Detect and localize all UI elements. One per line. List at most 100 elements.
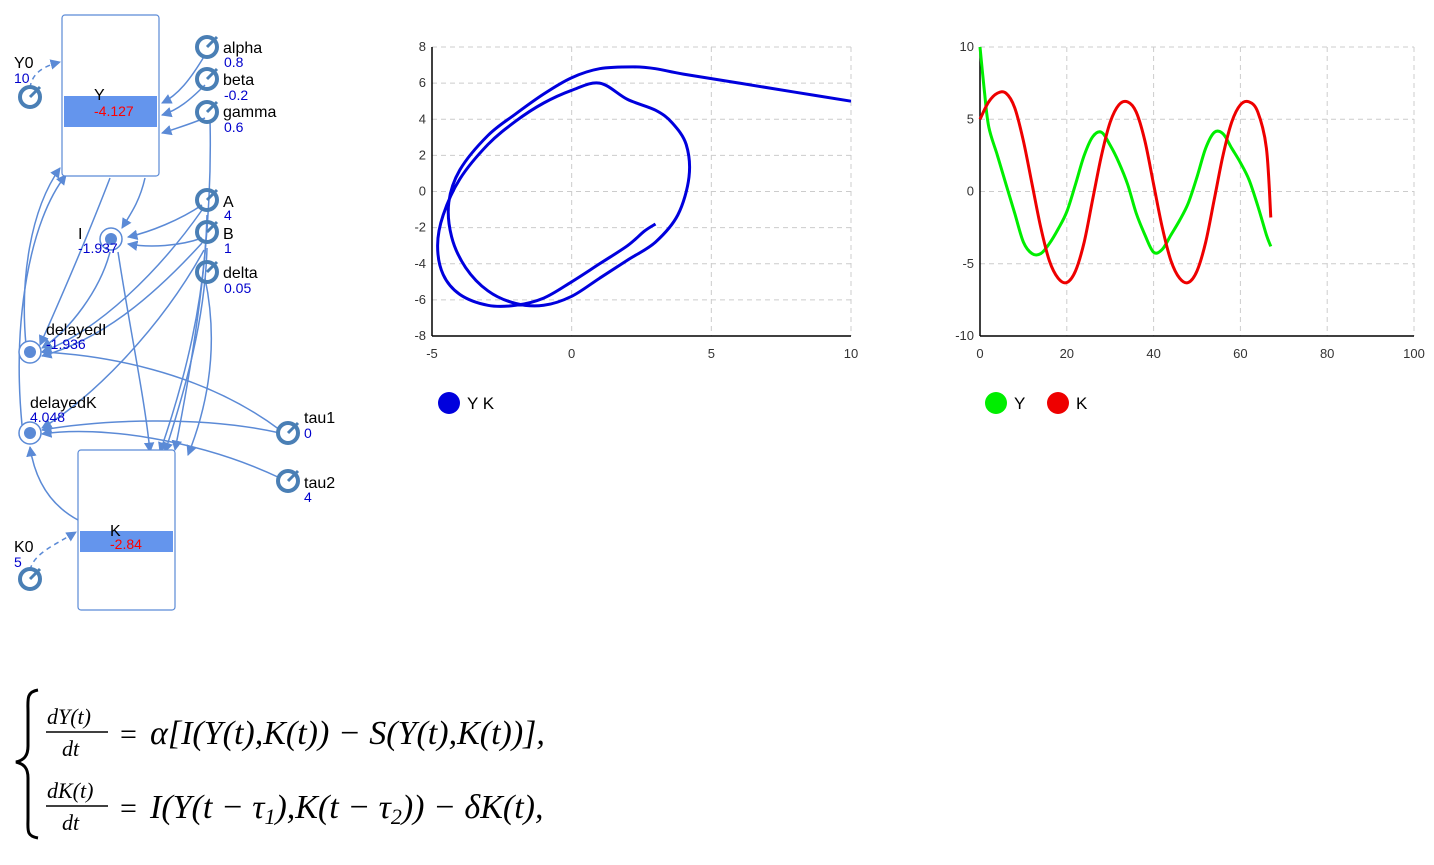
- stock-Y[interactable]: Y -4.127: [61, 14, 160, 177]
- param-A-label: A: [223, 194, 234, 211]
- param-tau2[interactable]: tau2 4: [276, 469, 335, 505]
- x-tick-label: 100: [1403, 346, 1425, 361]
- param-gauge-icon: [276, 469, 300, 493]
- chart2-legend[interactable]: Y K: [985, 392, 1088, 414]
- variable-delayedI-value: -1.936: [46, 336, 86, 352]
- y-tick-label: 8: [419, 39, 426, 54]
- y-tick-label: -2: [414, 220, 426, 235]
- stock-Y-label: Y: [94, 87, 105, 104]
- y-tick-label: 5: [967, 111, 974, 126]
- param-K0-value: 5: [14, 554, 22, 570]
- param-tau1-value: 0: [304, 425, 312, 441]
- svg-text:dt: dt: [62, 810, 80, 835]
- param-gauge-icon: [195, 67, 219, 91]
- param-gauge-icon: [195, 100, 219, 124]
- variable-I[interactable]: I -1.937: [78, 226, 123, 256]
- chart1-grid: [432, 46, 852, 336]
- stock-K-value: -2.84: [110, 536, 142, 552]
- chart2-grid: [980, 46, 1415, 336]
- param-B-value: 1: [224, 240, 232, 256]
- link-I-K: [117, 251, 155, 454]
- param-tau1-label: tau1: [304, 410, 335, 427]
- param-gauge-icon: [18, 85, 42, 109]
- param-alpha[interactable]: alpha 0.8: [195, 35, 262, 70]
- stock-K-label: K: [110, 523, 121, 540]
- svg-text:α[I(Y(t),K(t)) − S(Y(t),K(t))]: α[I(Y(t),K(t)) − S(Y(t),K(t))],: [150, 715, 545, 752]
- y-tick-label: -4: [414, 256, 426, 271]
- param-A-value: 4: [224, 207, 232, 223]
- link-tau1-delayedI: [40, 347, 281, 431]
- parameters: Y0 10 K0 5 alpha 0.8 be: [14, 35, 335, 591]
- legend-swatch-K: [1047, 392, 1069, 414]
- link-tau1-delayedK: [40, 420, 281, 434]
- link-Y-I: [121, 177, 146, 229]
- series-line-K: [978, 90, 1273, 285]
- link-A-delayedI: [41, 209, 203, 354]
- param-gauge-icon: [195, 220, 219, 244]
- equation-1: dY(t) dt = α[I(Y(t),K(t)) − S(Y(t),K(t))…: [46, 704, 545, 761]
- param-beta[interactable]: beta -0.2: [195, 67, 254, 103]
- link-Y-delayedI: [39, 177, 111, 346]
- variable-delayedI[interactable]: delayedI -1.936: [18, 322, 107, 364]
- link-alpha-Y: [161, 54, 206, 104]
- link-K0-K: [29, 531, 77, 571]
- svg-text:dK(t): dK(t): [47, 778, 93, 803]
- link-tau2-delayedK: [40, 427, 281, 479]
- legend-swatch-Y: [985, 392, 1007, 414]
- svg-text:=: =: [120, 718, 137, 751]
- legend-label-Y: Y: [1014, 394, 1025, 413]
- series-line-Y-K: [436, 65, 852, 308]
- chart2-ticks: 0 20 40 60 80 100 -10 -5 0 5 10: [955, 39, 1425, 361]
- y-tick-label: 10: [960, 39, 974, 54]
- time-series-chart: 0 20 40 60 80 100 -10 -5 0 5 10 Y K: [955, 39, 1425, 414]
- x-tick-label: 40: [1146, 346, 1160, 361]
- x-tick-label: 0: [976, 346, 983, 361]
- y-tick-label: 2: [419, 147, 426, 162]
- y-tick-label: 4: [419, 111, 426, 126]
- svg-text:dt: dt: [62, 736, 80, 761]
- stock-K[interactable]: K -2.84: [77, 449, 176, 611]
- param-tau2-label: tau2: [304, 475, 335, 492]
- stock-Y-value: -4.127: [94, 103, 134, 119]
- y-tick-label: 6: [419, 75, 426, 90]
- y-tick-label: -5: [962, 256, 974, 271]
- param-delta-label: delta: [223, 265, 258, 282]
- param-Y0-value: 10: [14, 70, 30, 86]
- y-tick-label: 0: [967, 184, 974, 199]
- equation-brace: [15, 688, 39, 840]
- series-line-Y: [978, 46, 1273, 257]
- legend-label-YK: Y K: [467, 394, 495, 413]
- legend-label-K: K: [1076, 394, 1088, 413]
- x-tick-label: 10: [844, 346, 858, 361]
- param-tau2-value: 4: [304, 489, 312, 505]
- link-B-I: [126, 237, 203, 251]
- link-Y0-Y: [29, 59, 62, 89]
- equation-2: dK(t) dt = I(Y(t − τ1),K(t − τ2)) − δK(t…: [46, 778, 544, 835]
- param-A[interactable]: A 4: [195, 188, 234, 223]
- svg-text:I(Y(t − τ1),K(t − τ2)) − δK(t): I(Y(t − τ1),K(t − τ2)) − δK(t),: [149, 789, 544, 829]
- param-B-label: B: [223, 226, 234, 243]
- param-alpha-label: alpha: [223, 40, 262, 57]
- param-Y0[interactable]: Y0 10: [14, 55, 42, 109]
- param-delta-value: 0.05: [224, 280, 251, 296]
- param-gamma[interactable]: gamma 0.6: [195, 100, 276, 135]
- param-B[interactable]: B 1: [195, 220, 234, 256]
- param-K0[interactable]: K0 5: [14, 539, 42, 591]
- x-tick-label: 5: [708, 346, 715, 361]
- link-delayedI-Y: [23, 167, 61, 346]
- chart1-legend[interactable]: Y K: [438, 392, 495, 414]
- link-K-delayedK: [26, 445, 79, 521]
- x-tick-label: 60: [1233, 346, 1247, 361]
- param-delta[interactable]: delta 0.05: [195, 260, 258, 296]
- variable-delayedK[interactable]: delayedK 4.048: [18, 395, 97, 445]
- param-tau1[interactable]: tau1 0: [276, 410, 335, 445]
- chart1-series: [436, 65, 852, 308]
- param-gauge-icon: [195, 260, 219, 284]
- y-tick-label: -6: [414, 292, 426, 307]
- param-gamma-label: gamma: [223, 104, 276, 121]
- variable-I-label: I: [78, 226, 82, 243]
- x-tick-label: 0: [568, 346, 575, 361]
- svg-text:=: =: [120, 792, 137, 825]
- x-tick-label: 20: [1060, 346, 1074, 361]
